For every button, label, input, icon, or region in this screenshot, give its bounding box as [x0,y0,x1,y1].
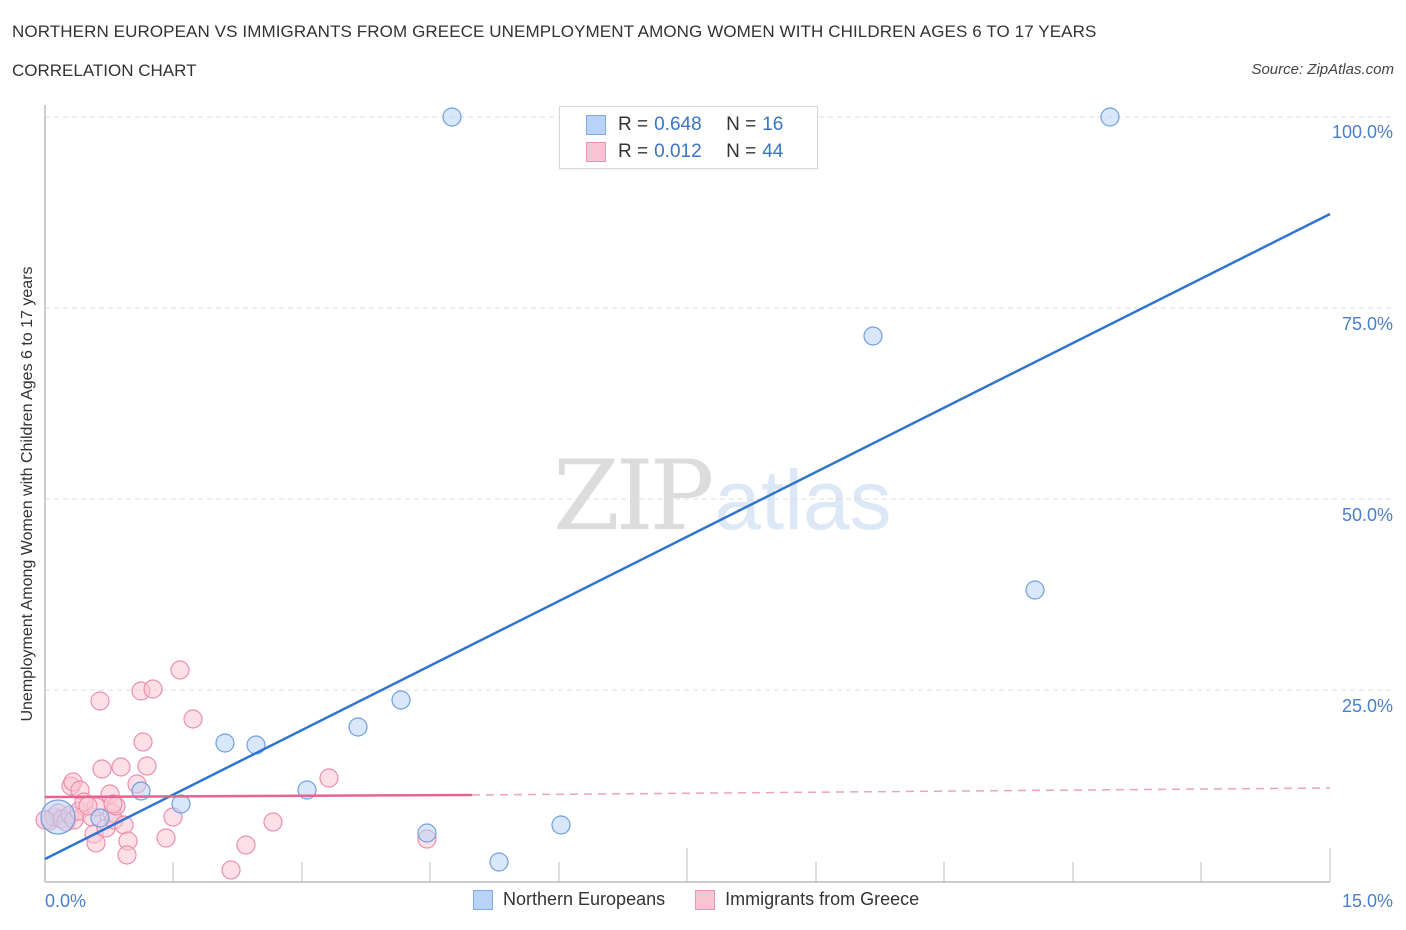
watermark-zip: ZIP [553,440,714,552]
r-value: 0.012 [654,141,702,162]
n-value: 44 [762,141,784,162]
pink-swatch-icon [695,889,716,910]
legend-row-northern-europeans: R = 0.648 N = 16 [586,113,783,137]
n-label: N = [726,141,757,162]
x-tick-15: 15.0% [1341,891,1393,911]
x-tick-marks [172,848,1331,882]
series-legend: Northern Europeans Immigrants from Greec… [473,889,949,910]
chart-title: NORTHERN EUROPEAN VS IMMIGRANTS FROM GRE… [12,22,1097,41]
legend-item-immigrants-from-greece[interactable]: Immigrants from Greece [695,889,919,910]
trendline-northern-europeans [44,212,1331,861]
y-tick-50: 50.0% [1341,505,1393,525]
legend-row-immigrants-from-greece: R = 0.012 N = 44 [586,140,783,164]
x-tick-0: 0.0% [45,891,87,911]
stats-legend: R = 0.648 N = 16 R = 0.012 N = 44 [559,106,818,169]
n-value: 16 [762,114,784,135]
n-label: N = [726,114,757,135]
axes [44,105,1330,883]
legend-label: Northern Europeans [503,889,666,909]
y-tick-25: 25.0% [1341,696,1393,716]
trendline-immigrants-from-greece [44,793,473,799]
r-value: 0.648 [654,114,702,135]
legend-label: Immigrants from Greece [725,889,920,909]
source-credit: Source: ZipAtlas.com [1251,61,1394,78]
r-label: R = [618,114,649,135]
trendline-immigrants-from-greece-extension [471,787,1331,796]
y-tick-100: 100.0% [1331,122,1393,142]
y-tick-75: 75.0% [1341,314,1393,334]
gridlines [45,116,1394,691]
blue-swatch-icon [473,889,493,910]
legend-item-northern-europeans[interactable]: Northern Europeans [473,889,665,910]
series-northern-europeans [40,107,1120,872]
y-axis-label: Unemployment Among Women with Children A… [19,266,36,722]
blue-swatch-icon [586,115,606,135]
pink-swatch-icon [586,142,606,162]
watermark-atlas: atlas [714,453,892,547]
zipatlas-watermark: ZIPatlas [553,440,892,552]
series-immigrants-from-greece [35,660,437,880]
chart-subtitle: CORRELATION CHART [12,61,197,80]
r-label: R = [618,141,649,162]
